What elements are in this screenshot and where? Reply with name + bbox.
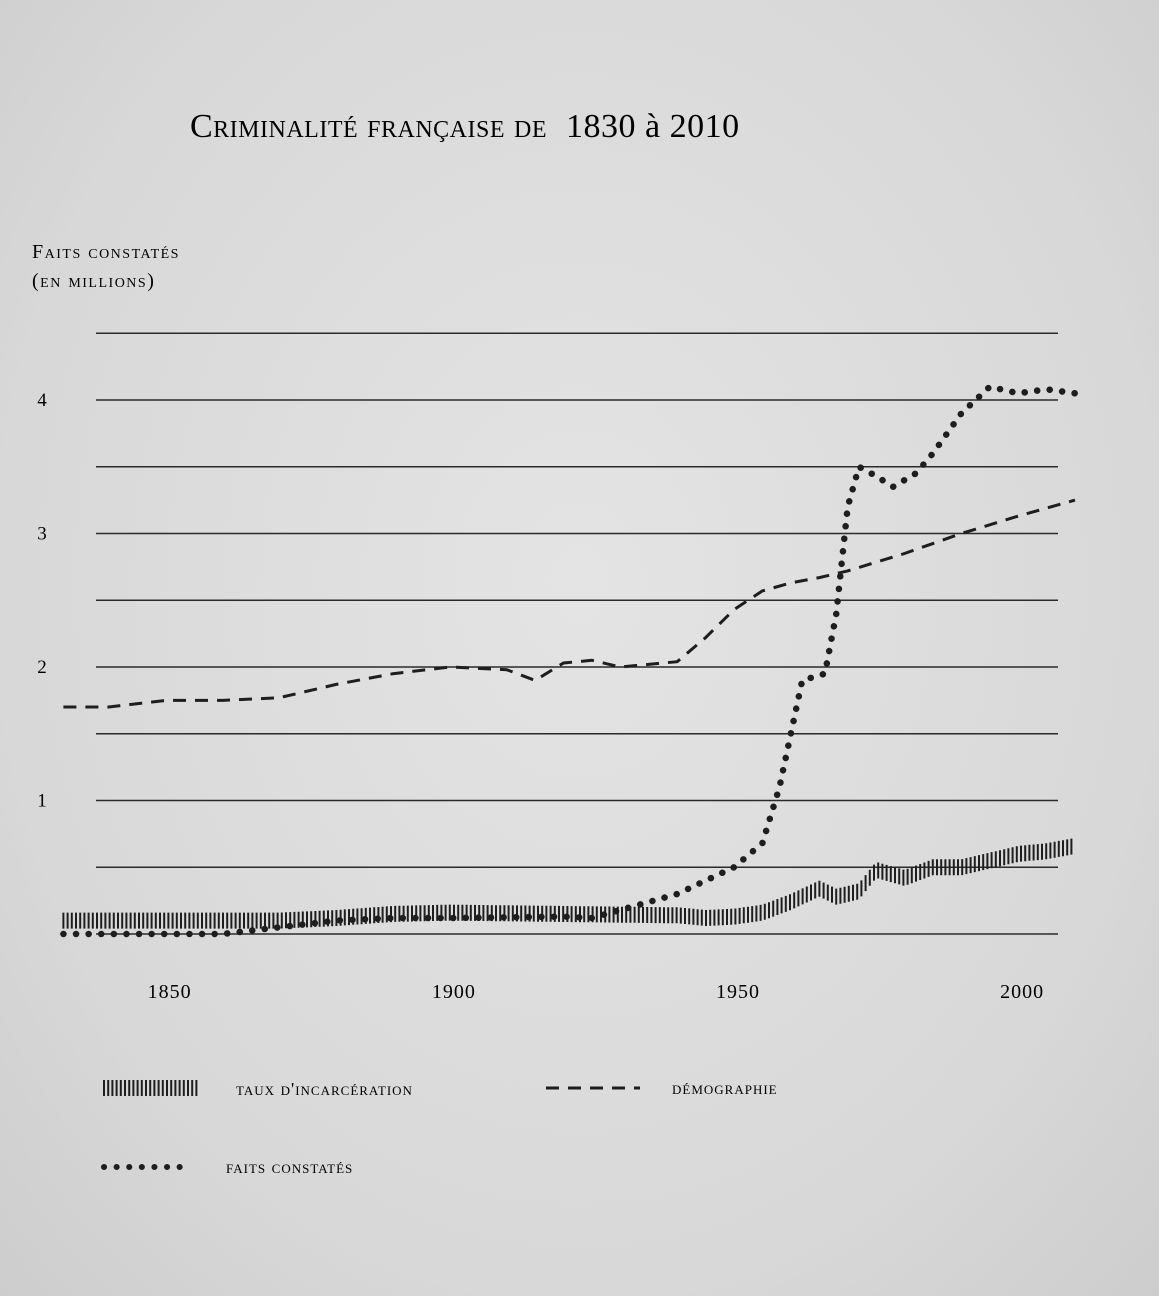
y-tick-2: 2 bbox=[37, 657, 47, 678]
y-axis-label-line1: Faits constatés bbox=[32, 241, 180, 263]
legend-label-demographie: démographie bbox=[672, 1078, 778, 1098]
y-tick-labels: 1 2 3 4 bbox=[37, 390, 47, 812]
chart-title-caption: Criminalité française de bbox=[190, 108, 547, 145]
legend-label-incarceration: taux d'incarcération bbox=[236, 1079, 413, 1099]
series-line-incarceration bbox=[62, 838, 1073, 929]
legend-label-faits: faits constatés bbox=[226, 1157, 353, 1177]
grid-lines bbox=[96, 332, 1058, 935]
y-axis-label-line2: (en millions) bbox=[32, 270, 155, 292]
legend-swatch-incarceration bbox=[103, 1080, 198, 1096]
chart-title: Criminalité française de 1830 à 2010 bbox=[190, 108, 740, 145]
y-tick-3: 3 bbox=[37, 524, 47, 545]
series-group bbox=[60, 383, 1079, 938]
x-tick-1950: 1950 bbox=[716, 981, 760, 1003]
y-tick-1: 1 bbox=[37, 791, 47, 812]
x-tick-1900: 1900 bbox=[432, 981, 476, 1003]
x-tick-1850: 1850 bbox=[148, 981, 192, 1003]
series-line-faits-constates bbox=[60, 383, 1079, 938]
legend-hatch-ticks bbox=[103, 1080, 198, 1096]
chart-title-years: 1830 à 2010 bbox=[566, 108, 740, 145]
x-tick-labels: 1850 1900 1950 2000 bbox=[148, 981, 1044, 1003]
series-line-demographie bbox=[63, 498, 1076, 709]
legend: taux d'incarcération démographie faits c… bbox=[101, 1078, 778, 1177]
y-tick-4: 4 bbox=[37, 390, 47, 411]
series-hatch-ticks bbox=[62, 838, 1073, 929]
x-tick-2000: 2000 bbox=[1000, 981, 1044, 1003]
